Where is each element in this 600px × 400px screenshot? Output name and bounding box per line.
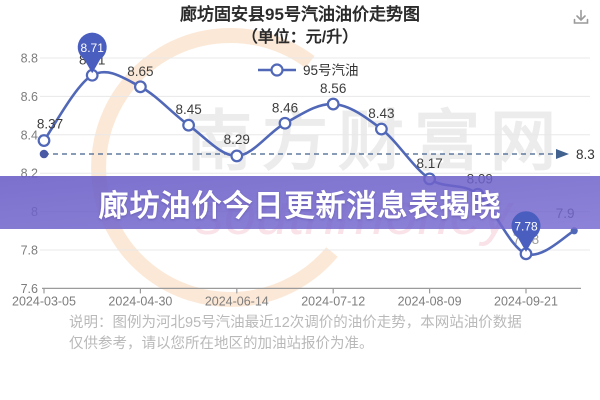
chart-title: 廊坊固安县95号汽油油价走势图 <box>180 5 420 24</box>
y-axis-label: 7.8 <box>21 244 38 258</box>
data-point[interactable] <box>375 122 388 136</box>
y-grid: 8.88.68.48.287.87.6 <box>21 52 590 296</box>
data-point[interactable] <box>133 80 147 94</box>
x-axis-label: 2024-04-30 <box>108 294 172 308</box>
data-point[interactable] <box>37 134 51 147</box>
watermark-brand: 南方财富网 <box>186 104 566 178</box>
data-value-label: 8.46 <box>272 100 298 115</box>
news-banner[interactable]: 廊坊油价今日更新消息表揭晓 <box>0 176 600 229</box>
data-value-label: 8.37 <box>37 117 63 132</box>
reference-arrow-icon <box>556 149 569 159</box>
data-value-label: 8.65 <box>127 64 153 79</box>
data-value-label: 8.17 <box>416 156 442 171</box>
chart-subtitle-unit: （单位：元/升） <box>241 29 359 46</box>
data-point[interactable] <box>326 97 340 111</box>
legend-label: 95号汽油 <box>303 63 359 78</box>
y-axis-label: 8.8 <box>21 52 38 66</box>
data-point[interactable] <box>570 227 578 235</box>
data-value-label: 8.71 <box>79 52 105 67</box>
y-axis-label: 8.6 <box>21 90 38 104</box>
data-value-label: 8.29 <box>224 132 250 147</box>
data-point[interactable] <box>278 116 292 130</box>
x-axis-label: 2024-09-21 <box>494 294 558 308</box>
x-axis-label: 2024-07-12 <box>301 294 365 308</box>
legend-item-95-gasoline[interactable]: 95号汽油 <box>258 63 359 78</box>
x-axis-label: 2024-08-09 <box>398 294 462 308</box>
data-value-label: 8.45 <box>175 102 201 117</box>
y-axis-label: 8.4 <box>21 128 38 142</box>
data-point[interactable] <box>230 149 244 163</box>
data-value-label: 8.43 <box>368 106 394 121</box>
reference-value-label: 8.3 <box>576 147 595 162</box>
x-axis: 2024-03-05 2024-04-30 2024-06-14 2024-07-12… <box>12 287 581 308</box>
reference-line: 8.3 <box>39 147 595 162</box>
data-point[interactable] <box>182 118 196 132</box>
news-banner-text: 廊坊油价今日更新消息表揭晓 <box>98 189 502 223</box>
data-value-label: 8.56 <box>320 81 346 96</box>
data-point[interactable] <box>85 68 99 82</box>
legend-marker-icon <box>270 63 284 77</box>
data-value-label: 7.78 <box>513 232 539 247</box>
y-axis-label: 7.6 <box>21 282 38 296</box>
footnote-text: 说明：图例为河北95号汽油最近12次调价的油价走势，本网站油价数据仅供参考，请以… <box>69 315 522 352</box>
x-axis-label: 2024-06-14 <box>205 294 269 308</box>
x-axis-label: 2024-03-05 <box>12 294 76 308</box>
data-point[interactable] <box>519 247 533 261</box>
download-icon[interactable] <box>570 7 592 29</box>
page-title: 廊坊固安县95号汽油油价走势图 （单位：元/升） <box>0 3 600 49</box>
